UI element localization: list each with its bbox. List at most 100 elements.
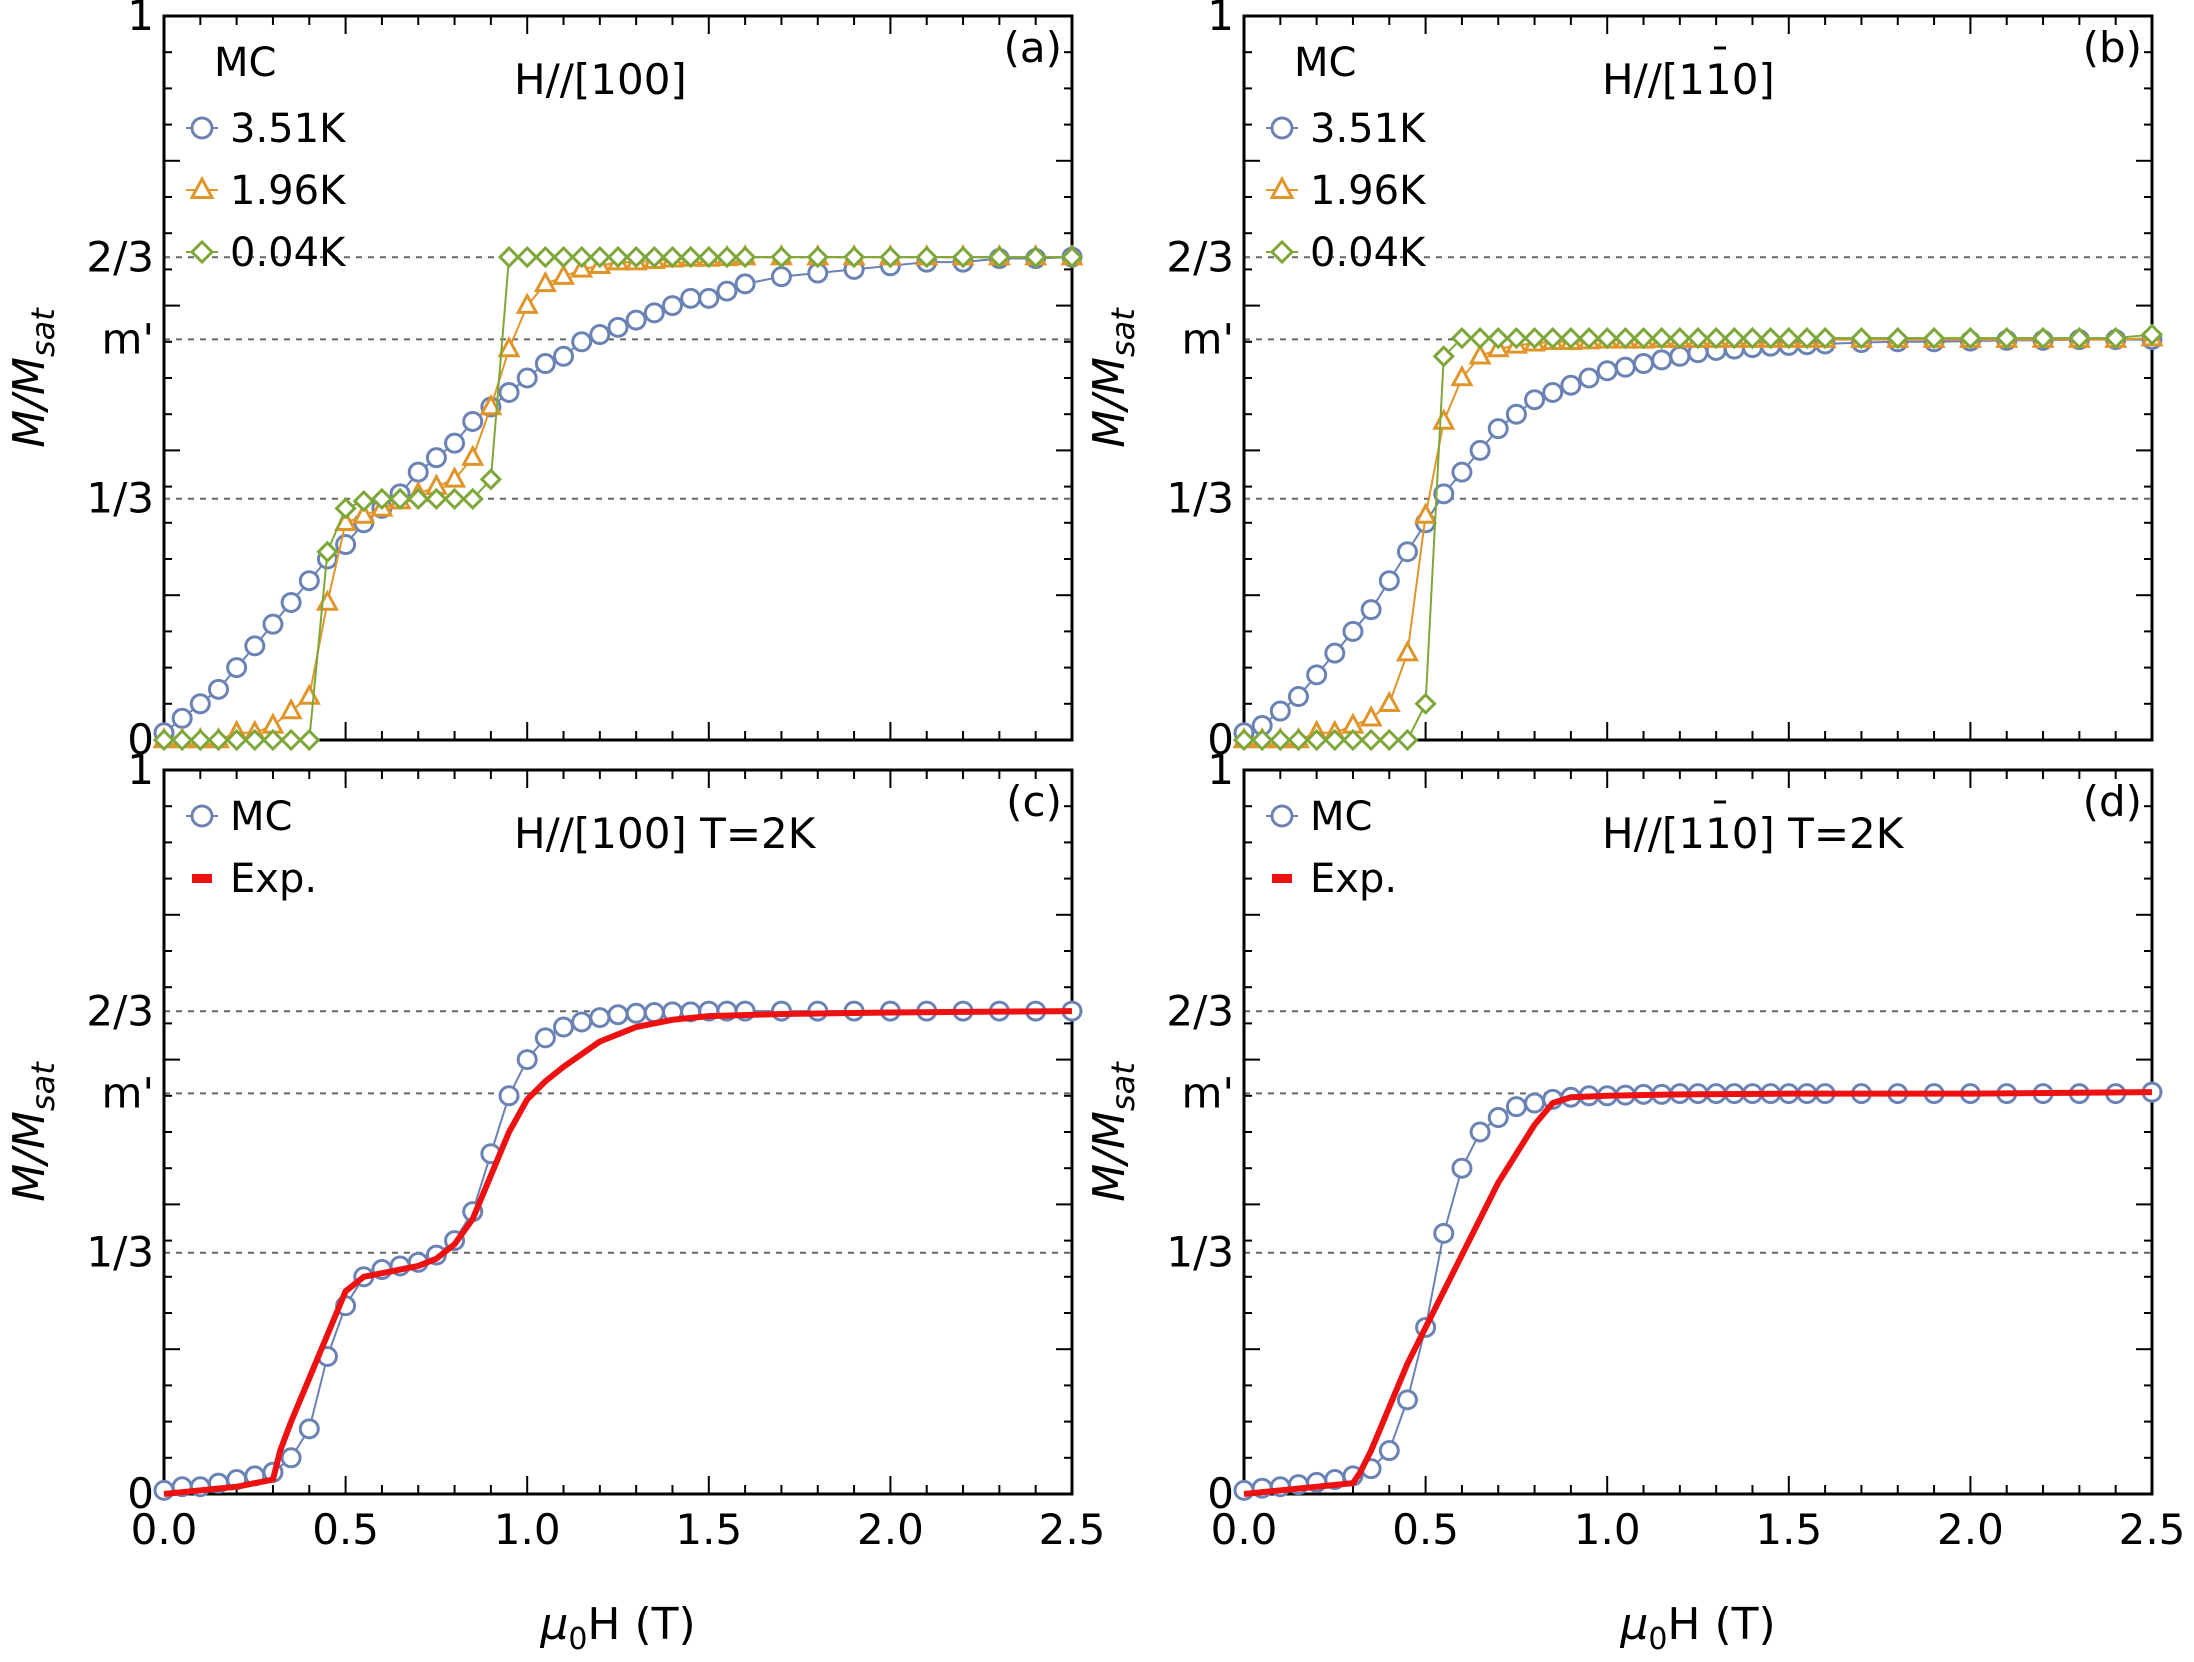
data-point — [1468, 327, 1492, 350]
data-point — [661, 295, 683, 317]
data-point — [171, 707, 193, 729]
data-point — [297, 683, 321, 705]
data-point — [479, 393, 503, 416]
data-point — [1886, 327, 1909, 350]
data-point — [2031, 327, 2055, 350]
data-point — [1342, 620, 1364, 642]
x-axis-label: μ0H (T) — [539, 1599, 695, 1657]
data-point — [279, 697, 303, 720]
legend-label: MC — [1310, 794, 1372, 840]
y-axis-label: M/Msat — [1084, 1061, 1142, 1202]
data-point — [1577, 327, 1601, 350]
data-point — [661, 245, 684, 269]
y-tick-label: 0 — [1207, 715, 1234, 764]
y-tick-label: 1/3 — [1166, 474, 1234, 523]
y-tick-label: 0 — [127, 1469, 154, 1518]
y-tick-label: 2/3 — [1166, 232, 1234, 281]
data-point — [1469, 1121, 1491, 1143]
legend-swatch — [1269, 239, 1295, 265]
legend-label: 1.96K — [1310, 168, 1427, 214]
legend-swatch — [189, 239, 215, 265]
data-point — [516, 245, 539, 269]
data-point — [1433, 1222, 1455, 1244]
y-tick-label: 1/3 — [86, 474, 154, 523]
panel-b: 0 1/3 m' 2/3 1 M/Msat (b) H//[110] MC 3.51K 1.96K 0… — [1084, 0, 2164, 764]
y-tick-label: 1 — [1207, 745, 1234, 794]
data-point — [352, 502, 376, 524]
data-point — [462, 410, 484, 432]
data-point — [1432, 408, 1456, 430]
data-point — [1686, 327, 1710, 350]
series-line-351K — [1243, 338, 2152, 734]
data-point — [1559, 327, 1583, 350]
data-point — [1378, 570, 1400, 592]
data-point — [842, 245, 866, 269]
data-point — [552, 245, 575, 269]
data-point — [298, 728, 321, 752]
legend-swatch — [1270, 804, 1294, 828]
data-point — [1469, 439, 1491, 461]
data-point — [425, 487, 448, 511]
data-point — [1450, 364, 1474, 387]
y-axis-label: M/Msat — [4, 1061, 62, 1202]
data-point — [589, 1007, 611, 1029]
data-point — [1651, 349, 1673, 371]
data-point — [534, 1027, 556, 1049]
data-point — [1650, 327, 1673, 350]
data-point — [298, 1418, 320, 1440]
x-tick-label: 1.0 — [1574, 1505, 1641, 1554]
data-point — [1324, 642, 1346, 664]
legend-label: Exp. — [230, 856, 317, 902]
data-point — [443, 466, 467, 488]
data-point — [461, 487, 484, 511]
series-line-196K — [1244, 337, 2153, 741]
legend-swatch — [190, 116, 214, 140]
x-tick-label: 0.5 — [1392, 1505, 1459, 1554]
data-point — [533, 270, 557, 293]
panel-tag: (b) — [2083, 23, 2142, 72]
data-point — [1432, 345, 1455, 368]
data-point — [879, 245, 902, 269]
legend-label: 0.04K — [230, 230, 347, 276]
series-line-004K — [1244, 333, 2153, 741]
y-tick-label: 1/3 — [86, 1228, 154, 1277]
data-point — [498, 1085, 520, 1107]
data-point — [352, 489, 375, 513]
data-point — [1541, 327, 1564, 350]
data-point — [444, 432, 466, 454]
legend-label: MC — [230, 794, 292, 840]
data-point — [497, 335, 521, 358]
data-point — [1451, 461, 1473, 483]
data-point — [279, 728, 303, 752]
data-point — [515, 292, 539, 314]
data-point — [988, 245, 1011, 269]
data-point — [1995, 327, 2018, 350]
data-point — [625, 245, 648, 269]
data-point — [1060, 245, 1084, 269]
data-point — [1287, 686, 1309, 708]
data-point — [679, 245, 702, 269]
x-tick-label: 1.5 — [1755, 1505, 1822, 1554]
data-point — [1269, 700, 1291, 722]
y-axis-label: M/Msat — [4, 307, 62, 448]
legend-swatch — [189, 175, 215, 199]
data-point — [806, 245, 829, 269]
legend-swatch — [1269, 175, 1295, 199]
x-axis-label: μ0H (T) — [1619, 1599, 1775, 1657]
data-point — [1487, 327, 1510, 350]
data-point — [1524, 389, 1546, 411]
data-point — [388, 487, 412, 511]
data-point — [497, 245, 521, 269]
data-point — [1669, 345, 1691, 367]
data-point — [1705, 327, 1728, 350]
data-point — [1560, 374, 1582, 396]
data-point — [643, 302, 665, 324]
data-point — [1777, 327, 1800, 350]
data-point — [1251, 728, 1274, 752]
data-point — [534, 353, 556, 375]
y-tick-label: m' — [102, 314, 154, 363]
data-point — [1341, 728, 1365, 752]
data-point — [698, 287, 720, 309]
data-point — [1524, 1092, 1546, 1114]
data-point — [697, 245, 720, 269]
